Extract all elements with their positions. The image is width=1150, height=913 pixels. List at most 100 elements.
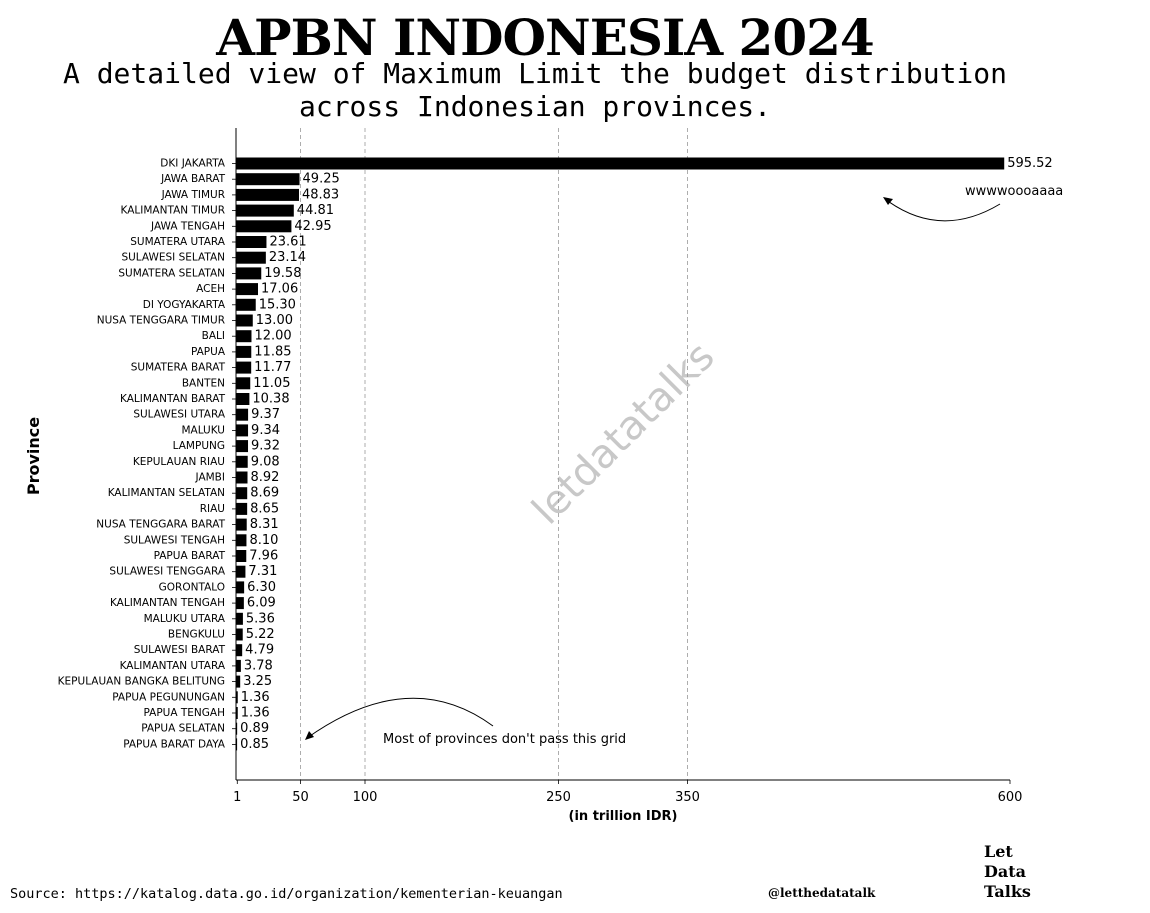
category-label: SUMATERA BARAT [131, 362, 226, 374]
category-label: KEPULAUAN BANGKA BELITUNG [58, 676, 225, 688]
category-label: BENGKULU [168, 629, 225, 641]
category-label: NUSA TENGGARA TIMUR [97, 315, 225, 327]
data-label: 19.58 [264, 266, 301, 281]
category-label: MALUKU [181, 424, 225, 436]
bar [236, 518, 247, 531]
data-label: 5.36 [246, 611, 275, 626]
data-label: 595.52 [1007, 156, 1053, 171]
category-label: KALIMANTAN UTARA [120, 660, 226, 672]
bar [236, 345, 252, 358]
data-label: 1.36 [241, 706, 270, 721]
bar [236, 173, 300, 186]
category-label: DI YOGYAKARTA [143, 299, 226, 311]
annotation-arrow [306, 697, 494, 739]
data-label: 0.85 [240, 737, 269, 752]
page-subtitle: A detailed view of Maximum Limit the bud… [62, 57, 1007, 123]
bar [236, 424, 249, 437]
bar [236, 455, 248, 468]
bar [236, 612, 243, 625]
bar [236, 534, 247, 547]
bar [236, 738, 238, 751]
bar [236, 283, 259, 296]
data-label: 12.00 [254, 329, 291, 344]
category-label: PAPUA TENGAH [144, 707, 226, 719]
category-label: SULAWESI SELATAN [121, 252, 225, 264]
x-axis-title: (in trillion IDR) [569, 809, 678, 824]
category-label: JAWA TENGAH [150, 220, 225, 232]
bar [236, 691, 238, 704]
category-label: KALIMANTAN BARAT [120, 393, 226, 405]
bar [236, 377, 251, 390]
watermark-text: letdatatalks [524, 334, 724, 534]
data-label: 8.10 [249, 533, 278, 548]
bar [236, 722, 238, 735]
x-tick-label: 50 [292, 790, 309, 805]
bar [236, 440, 249, 453]
bar [236, 471, 248, 484]
bar [236, 361, 252, 374]
bar [236, 675, 241, 688]
bar [236, 188, 299, 201]
category-label: KALIMANTAN SELATAN [108, 487, 225, 499]
data-label: 0.89 [240, 721, 269, 736]
category-label: SUMATERA SELATAN [118, 267, 225, 279]
bar [236, 581, 245, 594]
data-label: 9.08 [251, 454, 280, 469]
annotation-arrow [884, 198, 1001, 222]
category-label: BANTEN [182, 377, 225, 389]
category-label: PAPUA SELATAN [141, 723, 225, 735]
data-label: 49.25 [303, 172, 340, 187]
data-label: 9.37 [251, 407, 280, 422]
category-label: JAWA BARAT [160, 173, 225, 185]
data-label: 42.95 [294, 219, 331, 234]
data-label: 10.38 [252, 392, 289, 407]
annotation-arrowhead [305, 731, 314, 740]
data-label: 23.14 [269, 250, 306, 265]
annotation-arrowhead [883, 197, 893, 205]
data-label: 44.81 [297, 203, 334, 218]
category-label: JAWA TIMUR [161, 189, 225, 201]
category-label: BALI [202, 330, 225, 342]
data-label: 8.69 [250, 486, 279, 501]
data-label: 17.06 [261, 282, 298, 297]
x-tick-label: 100 [353, 790, 378, 805]
data-label: 23.61 [269, 235, 306, 250]
data-label: 6.09 [247, 596, 276, 611]
bar [236, 204, 294, 217]
bar [236, 314, 253, 327]
category-label: SULAWESI BARAT [134, 644, 226, 656]
data-label: 48.83 [302, 187, 339, 202]
data-label: 6.30 [247, 580, 276, 595]
bar [236, 502, 248, 515]
data-label: 1.36 [241, 690, 270, 705]
logo-word: Talks [984, 882, 1031, 901]
category-label: MALUKU UTARA [144, 613, 226, 625]
bar [236, 550, 247, 562]
category-label: SULAWESI UTARA [133, 409, 226, 421]
bar [236, 393, 250, 405]
bar [236, 408, 249, 421]
bar [236, 659, 241, 672]
category-label: KALIMANTAN TENGAH [110, 597, 225, 609]
bar [236, 267, 262, 280]
data-label: 3.25 [243, 674, 272, 689]
category-label: PAPUA BARAT DAYA [123, 738, 226, 750]
data-label: 15.30 [259, 297, 296, 312]
category-label: ACEH [196, 283, 225, 295]
data-label: 11.05 [253, 376, 290, 391]
category-label: JAMBI [195, 472, 225, 484]
data-label: 4.79 [245, 643, 274, 658]
bar [236, 298, 256, 311]
source-note: Source: https://katalog.data.go.id/organ… [10, 886, 563, 902]
data-label: 9.32 [251, 439, 280, 454]
category-label: NUSA TENGGARA BARAT [96, 519, 225, 531]
bar [236, 707, 238, 719]
annotation-text: Most of provinces don't pass this grid [383, 732, 626, 747]
category-label: KALIMANTAN TIMUR [121, 205, 225, 217]
data-label: 9.34 [251, 423, 280, 438]
category-label: GORONTALO [159, 581, 225, 593]
category-label: PAPUA BARAT [154, 550, 226, 562]
data-label: 7.31 [248, 564, 277, 579]
category-label: LAMPUNG [173, 440, 225, 452]
bar [236, 565, 246, 578]
